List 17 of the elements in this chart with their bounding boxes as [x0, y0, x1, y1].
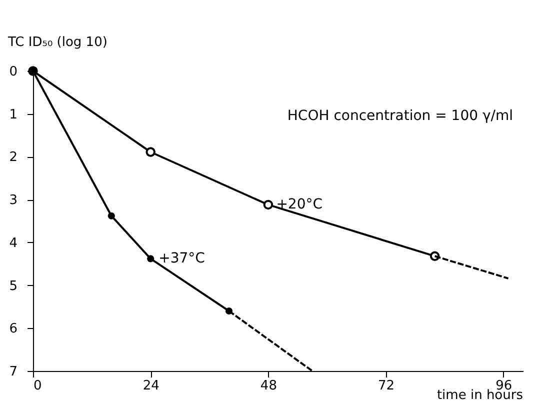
- y-tick-label: 4: [9, 236, 18, 251]
- y-tick-label: 2: [9, 150, 18, 166]
- series-label: +20°C: [276, 196, 323, 213]
- x-tick-label: 24: [142, 378, 160, 394]
- x-axis-title: time in hours: [436, 388, 524, 403]
- x-tick-label: 72: [378, 378, 395, 394]
- x-tick-label: 0: [34, 378, 42, 394]
- series-label: +37°C: [158, 250, 206, 267]
- y-tick-label: 5: [9, 278, 18, 294]
- y-tick-label: 6: [9, 322, 18, 337]
- y-tick-label: 7: [9, 364, 18, 380]
- annotation: HCOH concentration = 100 γ/ml: [287, 108, 513, 124]
- y-axis-title: TC ID₅₀ (log 10): [7, 35, 108, 50]
- y-tick-label: 3: [9, 193, 18, 208]
- y-tick-label: 0: [9, 64, 18, 80]
- x-tick-label: 48: [260, 378, 277, 394]
- y-tick-label: 1: [9, 107, 18, 122]
